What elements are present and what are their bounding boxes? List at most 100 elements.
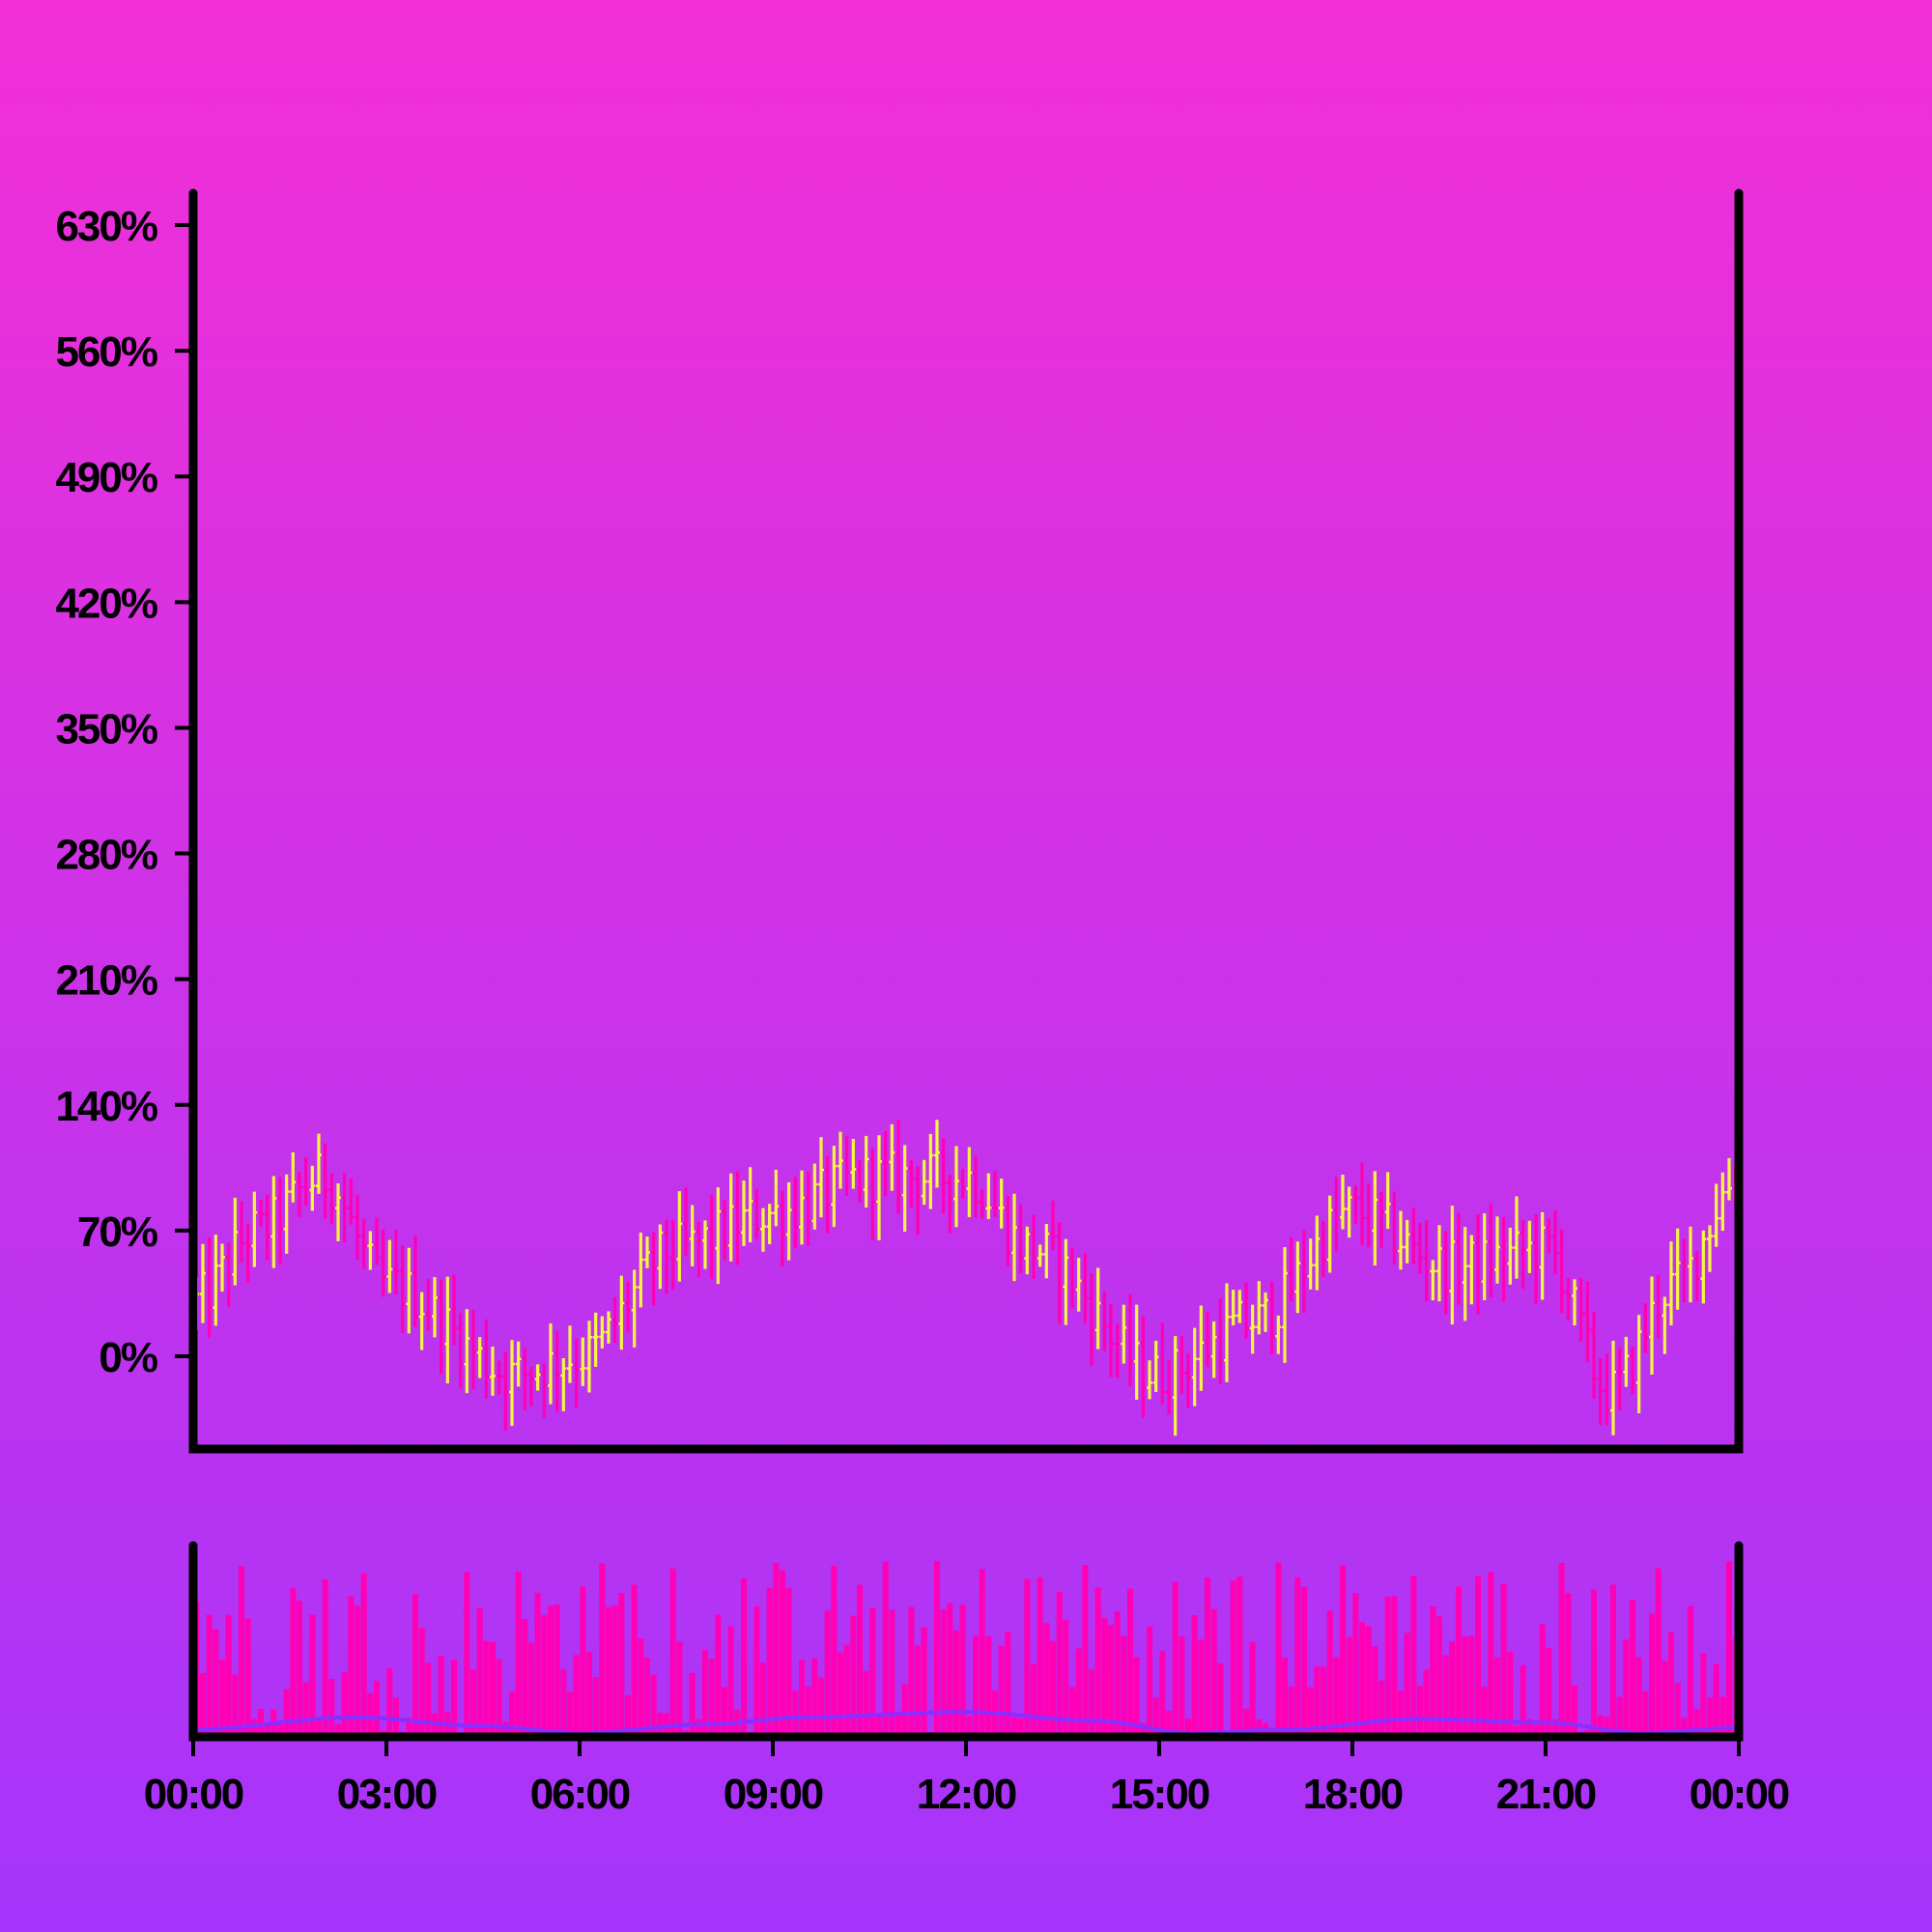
volume-bar (483, 1640, 490, 1733)
volume-bar (534, 1592, 541, 1733)
volume-bar (1205, 1577, 1210, 1733)
ohlc-bar (1584, 1281, 1591, 1363)
ohlc-bar (1649, 1276, 1655, 1375)
volume-bar (1642, 1690, 1649, 1733)
ohlc-bar (606, 1311, 611, 1344)
volume-bar (425, 1662, 432, 1733)
volume-bar (1236, 1577, 1243, 1733)
ohlc-bar (1552, 1209, 1558, 1274)
volume-bar (1075, 1648, 1082, 1733)
volume-bar (1017, 1718, 1024, 1733)
volume-bar (838, 1652, 843, 1733)
ohlc-bar (985, 1173, 992, 1219)
volume-bar (541, 1615, 548, 1733)
ohlc-bar (1191, 1327, 1198, 1406)
ohlc-bar (1031, 1214, 1037, 1280)
volume-bar (309, 1614, 316, 1733)
volume-bar (1333, 1657, 1340, 1733)
volume-bar (355, 1605, 360, 1733)
volume-bar (225, 1614, 232, 1733)
ohlc-bar (386, 1239, 393, 1293)
volume-bar (683, 1729, 689, 1733)
y-tick-label: 630% (55, 203, 156, 250)
volume-bar (322, 1579, 328, 1733)
volume-bar (1166, 1710, 1172, 1733)
volume-bar (548, 1605, 554, 1733)
volume-bar (1449, 1641, 1456, 1733)
volume-bar (348, 1596, 355, 1733)
ohlc-bar (947, 1175, 953, 1234)
ohlc-bar (1256, 1281, 1263, 1335)
ohlc-bar (1108, 1303, 1114, 1378)
ohlc-bar (302, 1157, 309, 1207)
ohlc-bar (1681, 1238, 1688, 1303)
volume-bar (1198, 1639, 1205, 1733)
volume-bar (360, 1573, 367, 1733)
ohlc-bar (438, 1279, 444, 1375)
ohlc-bar (1346, 1186, 1352, 1238)
ohlc-bar (715, 1187, 722, 1285)
ohlc-bar (534, 1364, 541, 1391)
volume-bar (509, 1690, 515, 1733)
volume-bar (1321, 1666, 1326, 1733)
volume-bar (1133, 1657, 1140, 1733)
ohlc-bar (1514, 1196, 1520, 1279)
volume-bar (1630, 1600, 1635, 1733)
volume-bar (895, 1711, 901, 1733)
ohlc-bar (1152, 1340, 1159, 1393)
ohlc-bar (1391, 1191, 1398, 1264)
ohlc-bar (1481, 1213, 1488, 1300)
ohlc-bar (297, 1172, 302, 1217)
ohlc-bar (1430, 1260, 1436, 1301)
ohlc-bar (560, 1357, 567, 1411)
ohlc-bar (258, 1199, 264, 1227)
volume-bar (302, 1682, 309, 1733)
ohlc-bar (727, 1173, 734, 1262)
volume-bar (1514, 1725, 1520, 1733)
ohlc-bar (824, 1156, 831, 1234)
ohlc-bar (432, 1277, 438, 1338)
ohlc-bar (1404, 1219, 1410, 1264)
ohlc-bar (1630, 1346, 1635, 1395)
volume-bar (1404, 1633, 1410, 1733)
volume-bar (1114, 1611, 1121, 1733)
ohlc-bar (611, 1296, 618, 1344)
ohlc-bar (760, 1208, 766, 1252)
ohlc-bar (1147, 1360, 1152, 1400)
ohlc-bar (554, 1330, 560, 1413)
ohlc-bar (1462, 1227, 1468, 1321)
ohlc-bar (1417, 1223, 1423, 1274)
volume-bar (374, 1680, 380, 1733)
x-tick-label: 06:00 (530, 1771, 630, 1818)
ohlc-bar (722, 1200, 727, 1261)
volume-bar (1726, 1561, 1732, 1733)
ohlc-bar (1133, 1304, 1140, 1401)
ohlc-bar (1063, 1238, 1069, 1325)
ohlc-bar (1043, 1224, 1050, 1279)
volume-bar (631, 1584, 638, 1733)
ohlc-bar (380, 1229, 386, 1297)
ohlc-bar (490, 1347, 496, 1396)
volume-bar (785, 1587, 792, 1733)
ohlc-bar (1166, 1360, 1172, 1415)
ohlc-bar (741, 1180, 747, 1246)
ohlc-bar (567, 1325, 573, 1383)
volume-bar (1442, 1655, 1449, 1733)
volume-bar (573, 1655, 580, 1733)
ohlc-bar (1468, 1235, 1475, 1305)
ohlc-bar (1520, 1220, 1526, 1290)
volume-bar (715, 1614, 722, 1733)
ohlc-bar (979, 1189, 985, 1219)
volume-bar (1050, 1640, 1056, 1733)
volume-bar (1217, 1662, 1224, 1733)
ohlc-bar (1075, 1258, 1082, 1312)
ohlc-bar (483, 1319, 490, 1399)
ohlc-bar (644, 1236, 650, 1268)
volume-bar (1719, 1696, 1726, 1733)
volume-bar (386, 1667, 393, 1733)
ohlc-bar (393, 1230, 399, 1294)
ohlc-bar (702, 1220, 708, 1269)
volume-bar (689, 1672, 696, 1733)
volume-bar (1243, 1708, 1249, 1733)
ohlc-bar (592, 1312, 599, 1367)
